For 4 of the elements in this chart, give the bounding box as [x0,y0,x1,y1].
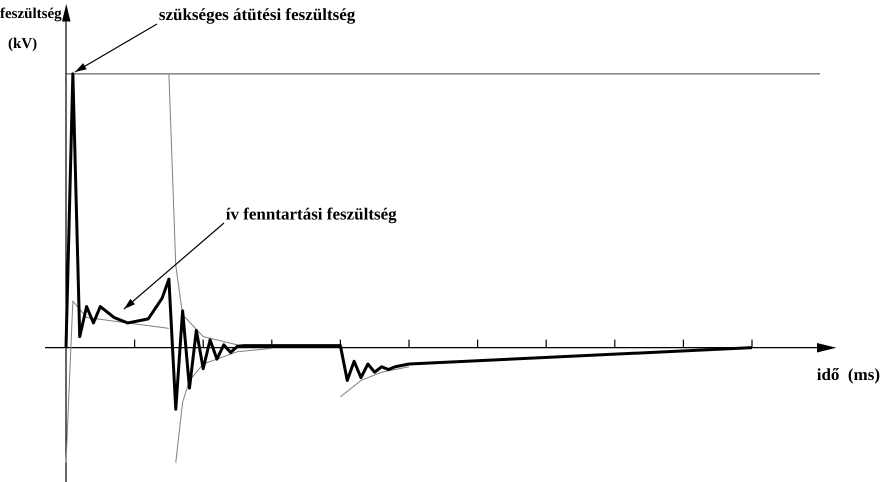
y-axis-title: feszültség (kV) [0,6,62,52]
text: szükséges átütési feszültség [158,5,356,24]
x-axis-title: idő (ms) [816,364,880,384]
annotation: ív fenntartási feszültség [226,204,398,224]
